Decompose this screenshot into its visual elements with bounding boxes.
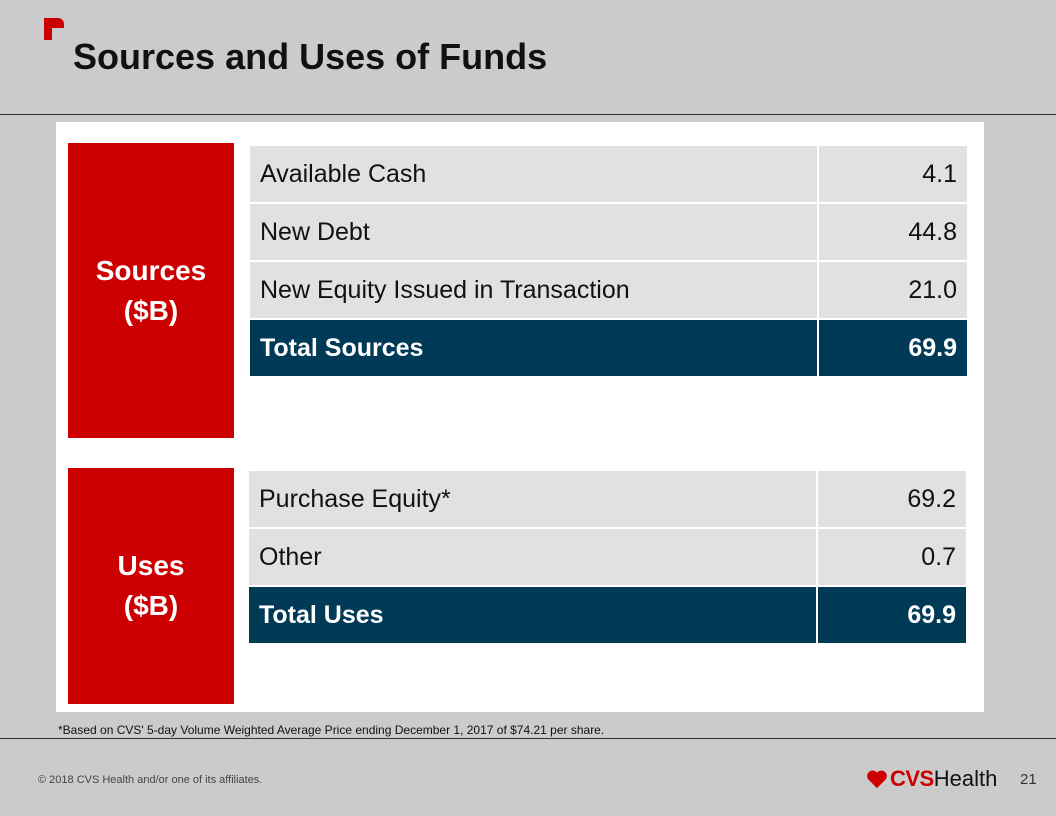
total-row: Total Uses 69.9 — [247, 585, 968, 645]
table-row: Available Cash 4.1 — [248, 144, 969, 204]
row-value: 44.8 — [817, 202, 969, 262]
row-value: 4.1 — [817, 144, 969, 204]
page-number: 21 — [1020, 771, 1037, 788]
total-label: Total Sources — [248, 318, 819, 378]
uses-label-line1: Uses — [117, 550, 185, 581]
table-row: New Equity Issued in Transaction 21.0 — [248, 260, 969, 320]
uses-label-line2: ($B) — [123, 590, 179, 621]
title-bar: Sources and Uses of Funds — [0, 0, 1056, 115]
page-title: Sources and Uses of Funds — [73, 36, 548, 77]
total-label: Total Uses — [247, 585, 818, 645]
row-value: 21.0 — [817, 260, 969, 320]
row-label: New Debt — [248, 202, 819, 262]
total-value: 69.9 — [817, 318, 969, 378]
sources-label-line1: Sources — [95, 254, 207, 286]
row-label: Available Cash — [248, 144, 819, 204]
heart-icon — [867, 770, 887, 789]
cvs-flag-icon — [44, 18, 64, 40]
sources-label-line2: ($B) — [123, 294, 179, 326]
cvs-health-logo: CVS Health — [866, 766, 997, 792]
brand-health: Health — [933, 766, 998, 791]
copyright-text: © 2018 CVS Health and/or one of its affi… — [38, 774, 263, 786]
sources-label: Sources ($B) — [68, 143, 234, 438]
row-label: New Equity Issued in Transaction — [248, 260, 819, 320]
total-value: 69.9 — [816, 585, 968, 645]
table-row: New Debt 44.8 — [248, 202, 969, 262]
row-label: Other — [247, 527, 818, 587]
footnote: *Based on CVS' 5-day Volume Weighted Ave… — [58, 723, 605, 737]
table-row: Purchase Equity* 69.2 — [247, 469, 968, 529]
uses-table: Purchase Equity* 69.2 Other 0.7 Total Us… — [247, 469, 968, 645]
footer-divider — [0, 738, 1056, 739]
row-value: 69.2 — [816, 469, 968, 529]
row-value: 0.7 — [816, 527, 968, 587]
table-row: Other 0.7 — [247, 527, 968, 587]
brand-cvs: CVS — [890, 766, 934, 791]
row-label: Purchase Equity* — [247, 469, 818, 529]
total-row: Total Sources 69.9 — [248, 318, 969, 378]
sources-table: Available Cash 4.1 New Debt 44.8 New Equ… — [248, 144, 969, 378]
uses-label: Uses ($B) — [68, 468, 234, 704]
